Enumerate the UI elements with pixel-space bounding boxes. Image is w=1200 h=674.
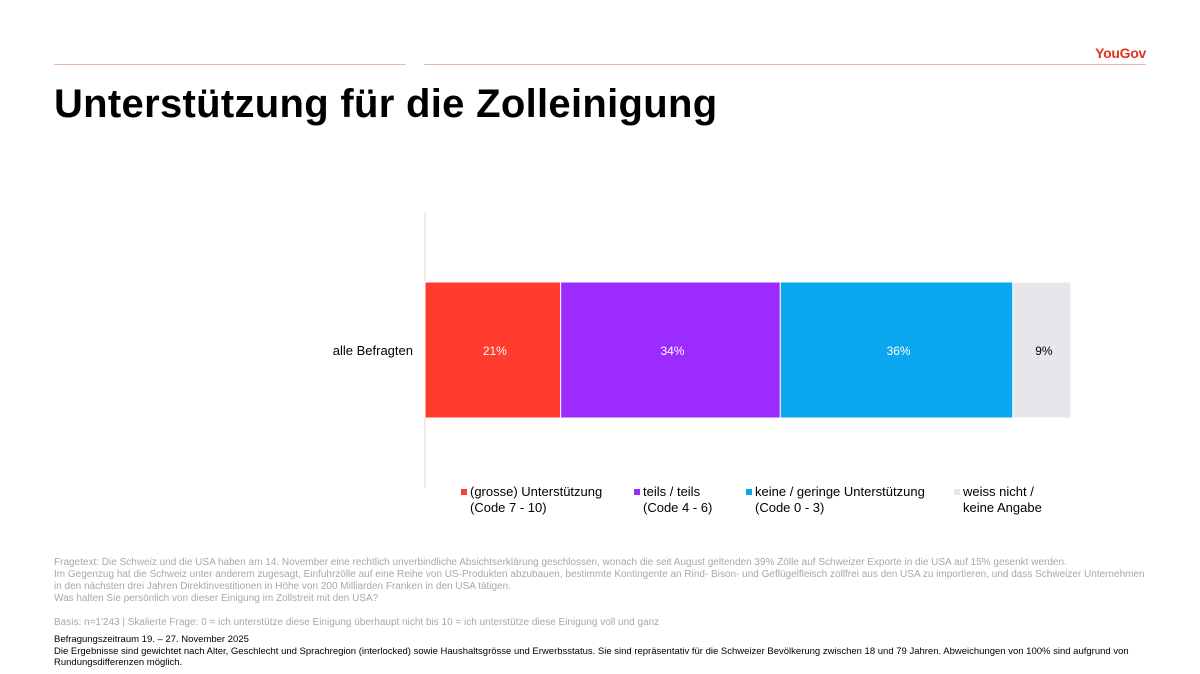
data-label-4: 9%	[1035, 344, 1053, 358]
survey-period: Befragungszeitraum 19. – 27. November 20…	[54, 634, 249, 645]
chart-legend: (grosse) Unterstützung (Code 7 - 10) teils…	[0, 484, 1200, 524]
yougov-logo: YouGov	[1095, 45, 1146, 61]
question-text-3: Was halten Sie persönlich von dieser Ein…	[54, 593, 379, 604]
weighting-note: Die Ergebnisse sind gewichtet nach Alter…	[54, 645, 1129, 669]
bar-segment-4	[1012, 281, 1072, 419]
legend-label: keine / geringe Unterstützung	[755, 484, 925, 499]
legend-swatch	[954, 489, 960, 495]
data-label-1: 21%	[483, 344, 507, 358]
header-rule-right	[424, 64, 1146, 65]
category-label: alle Befragten	[333, 343, 413, 358]
legend-swatch	[746, 489, 752, 495]
bar-segment-1	[424, 281, 562, 419]
basis-text: Basis: n=1'243 | Skalierte Frage: 0 = ic…	[54, 617, 660, 628]
data-label-3: 36%	[887, 344, 911, 358]
page-title: Unterstützung für die Zolleinigung	[54, 82, 718, 126]
legend-label: teils / teils	[643, 484, 701, 499]
legend-label: (grosse) Unterstützung	[470, 484, 603, 499]
question-notes: Fragetext: Die Schweiz und die USA haben…	[54, 557, 1154, 629]
legend-sublabel: (Code 7 - 10)	[470, 500, 547, 515]
legend-sublabel: (Code 4 - 6)	[643, 500, 713, 515]
legend-sublabel: keine Angabe	[963, 500, 1042, 515]
legend-sublabel: (Code 0 - 3)	[755, 500, 825, 515]
question-text-1: Fragetext: Die Schweiz und die USA haben…	[54, 557, 1067, 568]
legend-swatch	[634, 489, 640, 495]
legend-label: weiss nicht /	[963, 484, 1034, 499]
question-text-2: Im Gegenzug hat die Schweiz unter andere…	[54, 569, 1145, 592]
legend-item-3: keine / geringe Unterstützung (Code 0 - 3…	[746, 484, 925, 516]
bar-segment-3	[779, 281, 1014, 419]
legend-item-1: (grosse) Unterstützung (Code 7 - 10)	[461, 484, 602, 516]
legend-item-2: teils / teils (Code 4 - 6)	[634, 484, 712, 516]
header-rule-left	[54, 64, 406, 65]
footer: Befragungszeitraum 19. – 27. November 20…	[54, 634, 1154, 669]
data-label-2: 34%	[660, 344, 684, 358]
legend-item-4: weiss nicht / keine Angabe	[954, 484, 1042, 516]
legend-swatch	[461, 489, 467, 495]
